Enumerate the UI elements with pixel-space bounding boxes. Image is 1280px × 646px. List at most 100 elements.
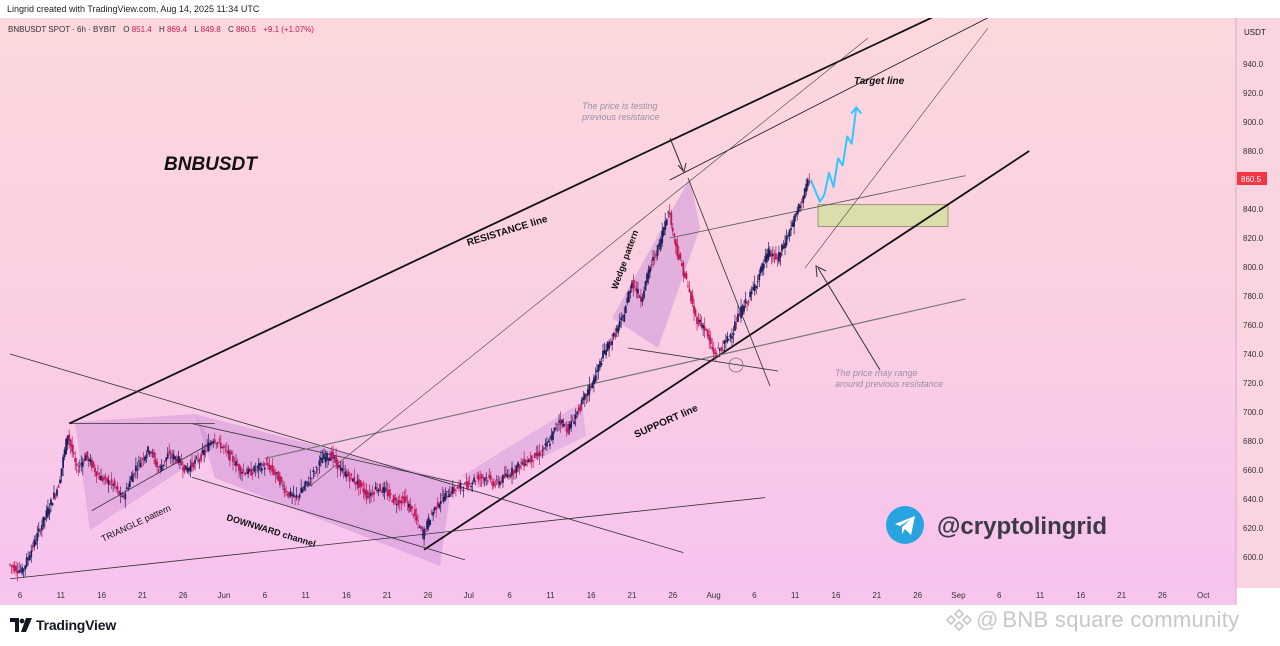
candle-body xyxy=(74,457,77,463)
candle-body xyxy=(558,420,560,423)
candle-body xyxy=(465,481,468,487)
candle-body xyxy=(40,525,43,531)
candle-body xyxy=(746,302,748,305)
time-tick-label: 11 xyxy=(1036,591,1045,600)
candle-body xyxy=(256,466,259,468)
candle-body xyxy=(605,350,607,356)
candle-body xyxy=(553,427,556,431)
tradingview-logo[interactable]: TradingView xyxy=(10,617,116,633)
candle-body xyxy=(171,453,174,458)
candle-body xyxy=(50,499,52,505)
candle-body xyxy=(706,329,709,337)
candle-body xyxy=(597,365,600,372)
candle-body xyxy=(406,501,409,503)
resistance-zone xyxy=(817,204,949,227)
candle-body xyxy=(670,212,673,226)
candle-body xyxy=(291,494,293,496)
candle-body xyxy=(471,482,474,485)
price-tick-label: 680.0 xyxy=(1243,437,1264,446)
candle-body xyxy=(95,471,98,477)
candle-body xyxy=(34,541,37,545)
candle-body xyxy=(218,439,221,441)
candle-body xyxy=(582,397,585,401)
candle-body xyxy=(491,481,494,486)
candle-body xyxy=(400,500,403,504)
ticker-title: BNBUSDT xyxy=(164,154,258,175)
candle-body xyxy=(579,405,582,411)
candle-body xyxy=(524,463,527,466)
candle-body xyxy=(150,451,152,454)
testing-arrow-head xyxy=(677,162,687,174)
wedge-base-line xyxy=(627,347,779,372)
candle-body xyxy=(661,230,664,244)
candle-body xyxy=(286,494,289,496)
candle-body xyxy=(697,319,700,325)
candle-body xyxy=(455,489,457,491)
candle-body xyxy=(650,264,653,266)
candle-body xyxy=(304,481,307,487)
candle-body xyxy=(539,454,542,456)
candle-body xyxy=(485,477,488,479)
candle-body xyxy=(230,452,233,455)
candle-body xyxy=(13,565,16,572)
candle-body xyxy=(295,495,298,498)
candle-body xyxy=(84,455,87,461)
candle-body xyxy=(30,550,33,558)
time-tick-label: 21 xyxy=(383,591,392,600)
wedge-descending-line xyxy=(687,177,771,387)
candle-body xyxy=(518,465,521,469)
candle-body xyxy=(229,450,231,461)
candle-body xyxy=(585,394,588,397)
candle-body xyxy=(97,472,99,475)
candle-body xyxy=(182,467,184,471)
candle-body xyxy=(376,490,378,491)
candle-body xyxy=(687,285,689,287)
candle-body xyxy=(629,290,632,294)
created-by-text: Lingrid created with TradingView.com, Au… xyxy=(7,4,260,14)
candle-body xyxy=(62,457,64,469)
candle-body xyxy=(138,460,140,462)
candle-body xyxy=(136,469,139,471)
candle-body xyxy=(253,466,256,472)
candle-body xyxy=(476,477,479,478)
candle-body xyxy=(717,347,720,349)
candle-body xyxy=(227,451,230,454)
candle-body xyxy=(691,295,694,304)
candle-body xyxy=(342,468,345,471)
mid-trend-line xyxy=(264,298,966,459)
time-tick-label: 11 xyxy=(791,591,800,600)
candle-body xyxy=(289,491,292,497)
candle-body xyxy=(19,570,22,572)
candle-body xyxy=(160,465,163,472)
price-chart[interactable]: BNBUSDT SPOT · 6h · BYBIT O 851.4 H 869.… xyxy=(0,18,1280,605)
price-tick-label: 720.0 xyxy=(1243,379,1264,388)
candle-body xyxy=(778,252,780,262)
candle-body xyxy=(306,481,309,483)
candle-body xyxy=(262,463,265,466)
candle-body xyxy=(665,219,668,225)
candle-body xyxy=(371,493,374,495)
candle-body xyxy=(790,228,792,230)
candle-body xyxy=(298,494,301,498)
triangle-bottom xyxy=(91,440,215,511)
candle-body xyxy=(16,571,19,573)
tradingview-wordmark: TradingView xyxy=(36,617,117,633)
candle-body xyxy=(488,474,491,478)
candle-body xyxy=(718,348,721,351)
candle-body xyxy=(398,500,401,504)
candle-body xyxy=(646,273,648,283)
candle-body xyxy=(191,462,193,467)
candle-body xyxy=(28,555,31,561)
candle-body xyxy=(51,503,54,506)
candle-body xyxy=(119,492,122,496)
candle-body xyxy=(715,353,718,355)
candle-body xyxy=(459,482,462,489)
candle-body xyxy=(212,440,215,444)
candle-body xyxy=(324,456,327,463)
candle-body xyxy=(414,509,416,516)
candle-body xyxy=(239,466,242,475)
candle-body xyxy=(241,472,243,474)
candle-body xyxy=(502,475,504,483)
candle-body xyxy=(157,469,160,471)
time-tick-label: 6 xyxy=(507,591,512,600)
